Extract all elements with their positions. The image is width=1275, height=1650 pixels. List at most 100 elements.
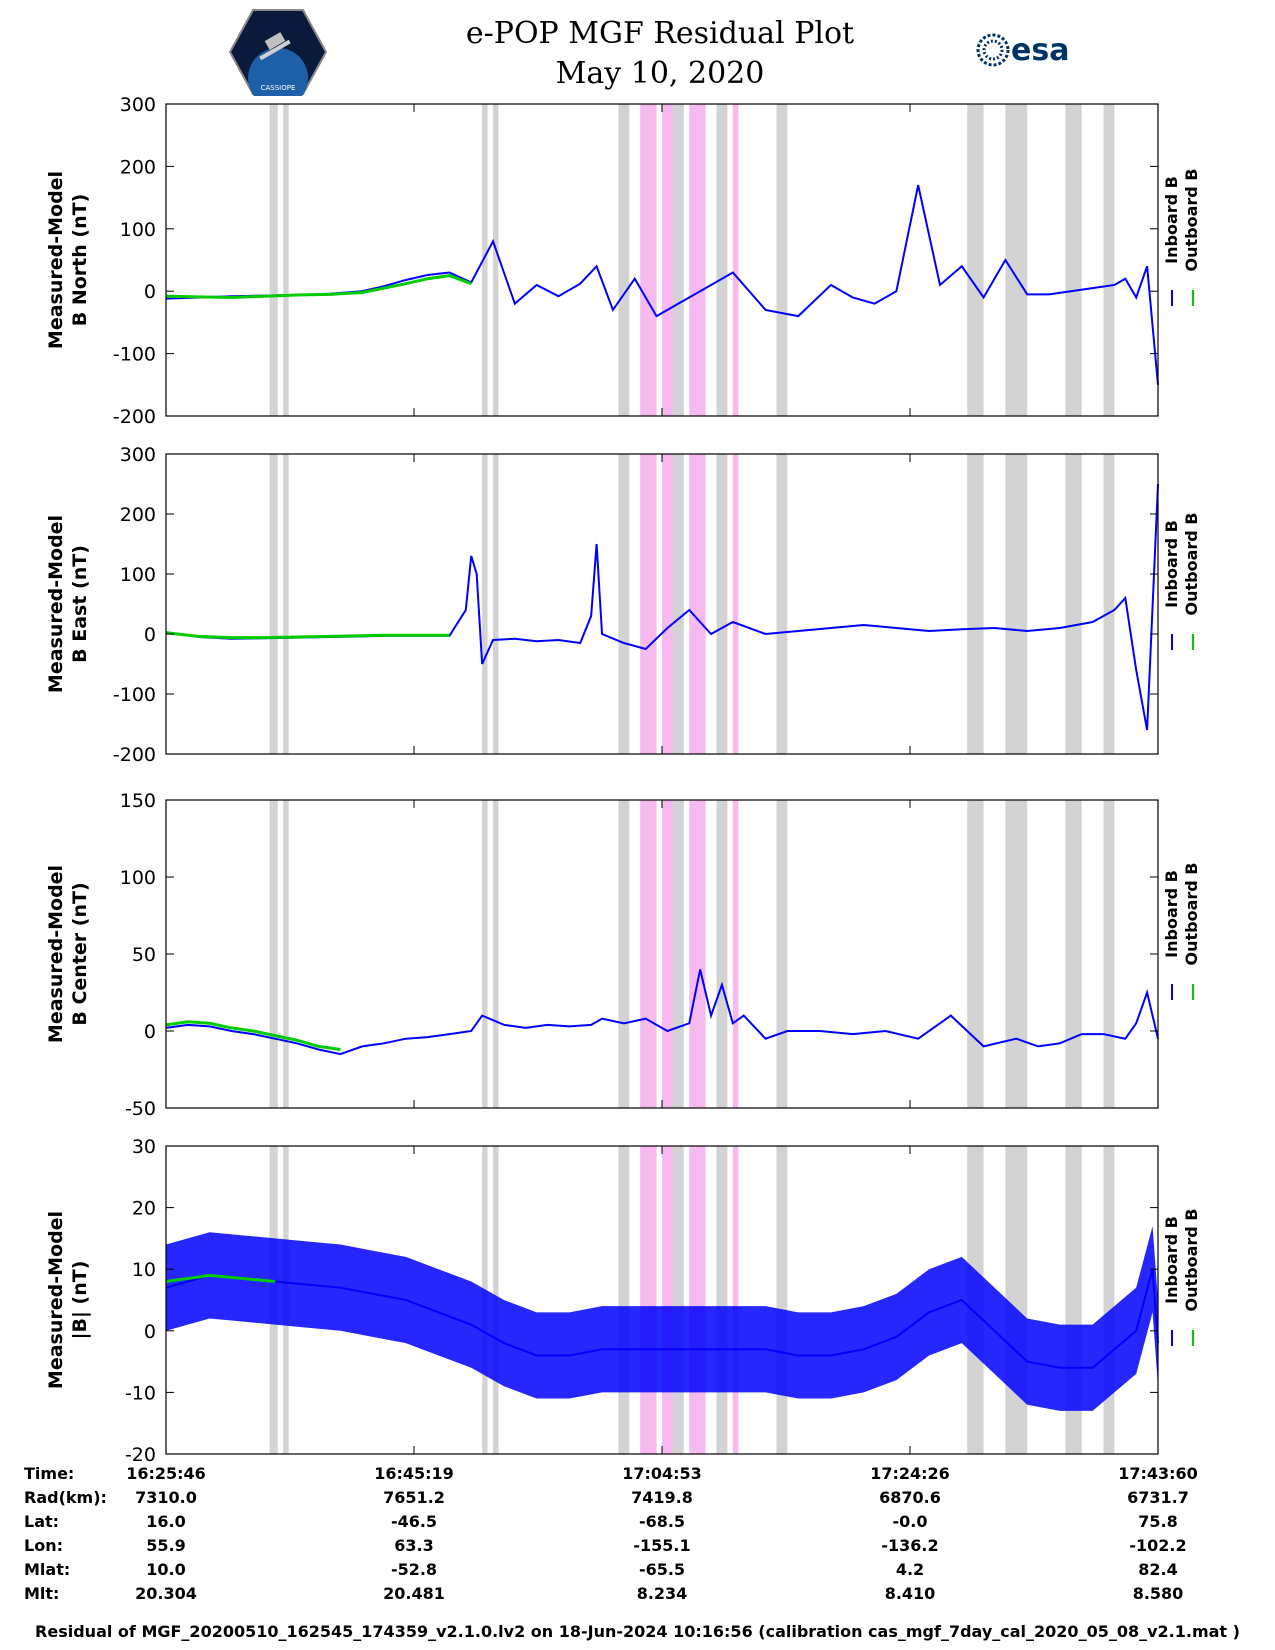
page-subtitle: May 10, 2020: [555, 56, 765, 91]
info-cell: 17:43:60: [1118, 1464, 1198, 1483]
info-cell: 20.481: [383, 1584, 445, 1603]
flag-band-gray: [672, 800, 684, 1108]
info-row-label: Mlat:: [24, 1560, 71, 1579]
flag-band-pink: [689, 1146, 706, 1454]
y-tick-label: 30: [132, 1136, 156, 1158]
info-cell: 4.2: [895, 1560, 925, 1579]
panel-4: 30 20 10 0 -10 -20 Measured-Model |B| (nT) Inboa…: [45, 1136, 1201, 1464]
y-tick-label: 300: [120, 444, 156, 466]
flag-band-pink: [732, 1146, 739, 1454]
flag-band-gray: [1103, 800, 1115, 1108]
y-axis-label-line1: Measured-Model: [45, 515, 67, 693]
flag-band-gray: [269, 454, 278, 754]
flag-band-gray: [269, 104, 278, 416]
info-cell: 20.304: [135, 1584, 197, 1603]
info-row-label: Time:: [24, 1464, 75, 1483]
info-cell: 7310.0: [135, 1488, 197, 1507]
y-tick-label: 20: [132, 1198, 156, 1220]
info-cell: 16:25:46: [126, 1464, 206, 1483]
flag-band-pink: [662, 800, 673, 1108]
y-tick-label: -200: [113, 744, 156, 766]
y-axis-label: Measured-Model |B| (nT): [45, 1211, 91, 1389]
y-tick-label: 300: [120, 94, 156, 116]
y-tick-label: 200: [120, 156, 156, 178]
inboard-series-line: [165, 184, 1159, 385]
legend-outboard-label: Outboard B: [1182, 1209, 1201, 1312]
flag-band-gray: [482, 800, 488, 1108]
flag-band-gray: [716, 104, 728, 416]
outboard-series-line: [165, 274, 472, 299]
info-cell: 16.0: [146, 1512, 186, 1531]
flag-band-gray: [1005, 800, 1028, 1108]
flag-band-pink: [689, 800, 706, 1108]
flag-band-pink: [640, 104, 657, 416]
y-tick-label: 0: [144, 1321, 156, 1343]
flag-band-gray: [1103, 454, 1115, 754]
inboard-series-envelope: [166, 1226, 1158, 1411]
info-cell: -52.8: [390, 1560, 438, 1579]
info-cell: -155.1: [633, 1536, 691, 1555]
flag-band-gray: [283, 454, 289, 754]
flag-band-gray: [493, 800, 499, 1108]
info-cell: 16:45:19: [374, 1464, 454, 1483]
info-cell: 17:04:53: [622, 1464, 702, 1483]
info-cell: 8.580: [1132, 1584, 1184, 1603]
inboard-series-line: [165, 1268, 1159, 1369]
flag-band-gray: [493, 104, 499, 416]
flag-band-gray: [618, 800, 630, 1108]
flag-band-pink: [662, 1146, 673, 1454]
info-cell: -65.5: [638, 1560, 686, 1579]
flag-band-gray: [672, 104, 684, 416]
y-axis-label-line1: Measured-Model: [45, 171, 67, 349]
y-tick-label: 0: [144, 281, 156, 303]
flag-band-pink: [640, 1146, 657, 1454]
esa-logo-icon: esa: [976, 33, 1069, 68]
footer-note: Residual of MGF_20200510_162545_174359_v…: [35, 1622, 1240, 1641]
flag-band-gray: [1103, 1146, 1115, 1454]
info-cell: -0.0: [892, 1512, 928, 1531]
y-tick-label: -100: [113, 684, 156, 706]
outboard-series-line: [165, 631, 450, 640]
y-tick-label: -20: [125, 1444, 156, 1464]
legend-outboard-label: Outboard B: [1182, 169, 1201, 272]
panel-1: 300 200 100 0 -100 -200 Measured-Model B North …: [45, 94, 1201, 428]
orbit-info-table: Time: Rad(km): Lat: Lon: Mlat: Mlt: 16:25:46 73…: [0, 1464, 1275, 1614]
flag-band-gray: [482, 104, 488, 416]
y-axis-label: Measured-Model B East (nT): [45, 515, 91, 693]
y-axis-label-line2: B East (nT): [69, 545, 91, 663]
info-cell: 63.3: [394, 1536, 434, 1555]
y-tick-label: 100: [120, 564, 156, 586]
info-cell: -68.5: [638, 1512, 686, 1531]
y-tick-label: -100: [113, 344, 156, 366]
info-cell: 75.8: [1138, 1512, 1178, 1531]
info-cell: 6870.6: [879, 1488, 941, 1507]
flag-band-gray: [269, 800, 278, 1108]
flag-band-gray: [672, 1146, 684, 1454]
flag-band-pink: [640, 454, 657, 754]
legend-inboard-label: Inboard B: [1162, 520, 1181, 608]
page-title: e-POP MGF Residual Plot: [465, 16, 855, 51]
info-cell: -136.2: [881, 1536, 939, 1555]
y-axis-label-line2: |B| (nT): [69, 1261, 91, 1340]
info-cell: 7419.8: [631, 1488, 693, 1507]
flag-band-gray: [482, 454, 488, 754]
flag-band-gray: [1065, 800, 1082, 1108]
flag-band-gray: [618, 454, 630, 754]
legend-inboard-label: Inboard B: [1162, 1216, 1181, 1304]
panel-3: 150 100 50 0 -50 Measured-Model B Center (nT) I…: [45, 790, 1201, 1120]
flag-band-gray: [1005, 104, 1028, 416]
flag-band-gray: [716, 454, 728, 754]
flag-band-gray: [967, 454, 984, 754]
flag-band-pink: [662, 104, 673, 416]
flag-band-pink: [689, 454, 706, 754]
info-row-label: Mlt:: [24, 1584, 60, 1603]
cassiope-logo-text: CASSIOPE: [261, 84, 296, 92]
inboard-series-line: [165, 969, 1159, 1056]
flag-band-gray: [1103, 104, 1115, 416]
outboard-series-line: [165, 1273, 276, 1284]
flag-band-gray: [776, 1146, 788, 1454]
y-axis-label: Measured-Model B Center (nT): [45, 865, 91, 1043]
info-cell: 55.9: [146, 1536, 186, 1555]
flag-band-gray: [1065, 454, 1082, 754]
